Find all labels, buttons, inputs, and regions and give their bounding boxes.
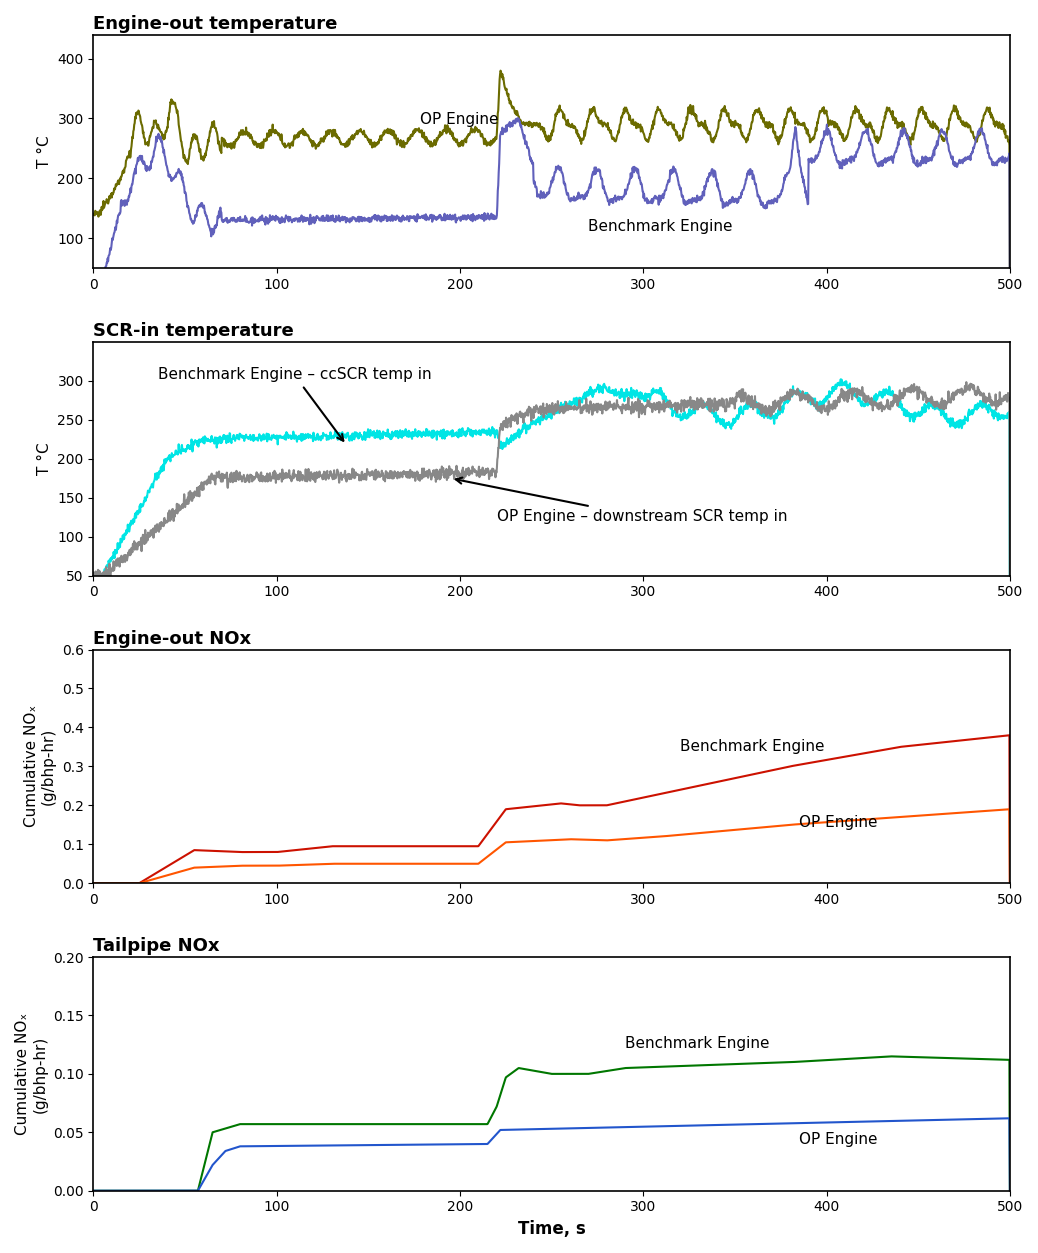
Text: Engine-out temperature: Engine-out temperature bbox=[93, 15, 337, 33]
Y-axis label: T °C: T °C bbox=[36, 442, 52, 475]
Text: OP Engine – downstream SCR temp in: OP Engine – downstream SCR temp in bbox=[456, 477, 787, 524]
Text: Benchmark Engine: Benchmark Engine bbox=[680, 739, 824, 754]
Text: Benchmark Engine: Benchmark Engine bbox=[625, 1036, 769, 1051]
Text: Benchmark Engine: Benchmark Engine bbox=[589, 219, 733, 234]
Y-axis label: T °C: T °C bbox=[36, 135, 52, 168]
Text: OP Engine: OP Engine bbox=[799, 814, 877, 829]
Y-axis label: Cumulative NOₓ
(g/bhp-hr): Cumulative NOₓ (g/bhp-hr) bbox=[15, 1012, 48, 1135]
X-axis label: Time, s: Time, s bbox=[518, 1220, 585, 1238]
Y-axis label: Cumulative NOₓ
(g/bhp-hr): Cumulative NOₓ (g/bhp-hr) bbox=[24, 705, 56, 827]
Text: Benchmark Engine – ccSCR temp in: Benchmark Engine – ccSCR temp in bbox=[158, 367, 431, 441]
Text: OP Engine: OP Engine bbox=[799, 1131, 877, 1146]
Text: SCR-in temperature: SCR-in temperature bbox=[93, 322, 294, 341]
Text: Tailpipe NOx: Tailpipe NOx bbox=[93, 937, 220, 956]
Text: OP Engine: OP Engine bbox=[419, 113, 498, 128]
Text: Engine-out NOx: Engine-out NOx bbox=[93, 630, 251, 648]
